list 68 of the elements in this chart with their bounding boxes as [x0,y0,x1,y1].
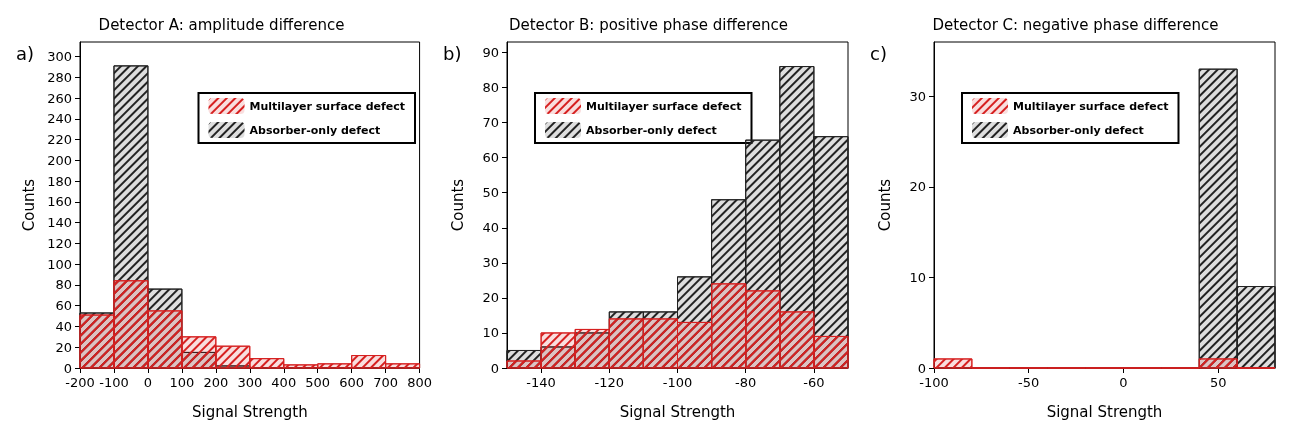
y-axis-title: Counts [875,178,894,232]
x-tick-label: 50 [1209,375,1227,390]
y-tick-label: 10 [482,325,499,341]
y-tick-label: 40 [482,220,499,236]
y-tick-label: 40 [55,318,72,334]
y-tick-label: 80 [482,80,499,96]
chart-title: Detector B: positive phase difference [508,15,789,34]
y-tick-label: 0 [63,360,72,376]
legend-label: Absorber-only defect [586,123,717,137]
y-tick-label: 70 [482,115,499,131]
x-tick-label: 400 [271,375,297,390]
x-tick-label: -100 [662,375,693,390]
x-tick-label: -120 [594,375,625,390]
x-axis-title: Signal Strength [1046,402,1163,421]
x-axis-title: Signal Strength [191,402,308,421]
text: c) [870,42,887,64]
y-tick-label: 60 [55,298,72,314]
x-tick-label: 0 [1119,375,1128,390]
legend-label: Absorber-only defect [249,123,381,137]
x-tick-label: 500 [305,375,331,390]
text: b) [443,42,462,64]
y-tick-label: 10 [909,269,926,285]
x-tick-label: -140 [526,375,556,390]
x-tick-label: 700 [373,375,399,390]
y-tick-label: 90 [482,45,499,61]
y-tick-label: 280 [47,69,72,85]
x-tick-label: 300 [237,375,263,390]
y-tick-label: 0 [917,360,926,376]
text: a) [16,42,35,64]
y-tick-label: 0 [490,360,499,376]
y-tick-label: 20 [482,290,499,306]
y-tick-label: 160 [47,194,72,210]
x-tick-label: 0 [143,375,153,390]
legend-label: Multilayer surface defect [586,99,742,113]
chart-title: Detector C: negative phase difference [932,15,1219,34]
x-tick-label: 100 [169,375,195,390]
y-tick-label: 50 [482,185,499,201]
x-tick-label: 800 [407,375,433,390]
y-tick-label: 60 [482,150,499,166]
x-tick-label: -80 [735,375,757,390]
x-tick-label: -100 [99,375,129,390]
y-tick-label: 300 [47,49,72,65]
x-tick-label: -50 [1018,375,1040,390]
x-tick-label: -200 [65,375,95,390]
legend-label: Multilayer surface defect [1013,99,1169,113]
x-tick-label: -60 [803,375,825,390]
y-tick-label: 30 [482,255,499,271]
y-tick-label: 20 [55,339,72,355]
x-tick-label: 600 [339,375,365,390]
y-tick-label: 220 [47,132,72,148]
y-axis-title: Counts [448,178,467,232]
y-tick-label: 140 [47,215,72,231]
y-axis-title: Counts [19,178,38,232]
y-tick-label: 100 [47,256,72,272]
x-tick-label: -100 [919,375,949,390]
y-tick-label: 20 [909,179,926,195]
y-tick-label: 180 [47,173,72,189]
y-tick-label: 120 [47,235,72,251]
x-tick-label: 200 [203,375,229,390]
chart-title: Detector A: amplitude difference [98,15,345,34]
x-axis-title: Signal Strength [619,402,736,421]
y-tick-label: 30 [909,88,926,104]
y-tick-label: 200 [47,152,72,168]
legend-label: Multilayer surface defect [249,99,405,113]
y-tick-label: 80 [55,277,72,293]
y-tick-label: 260 [47,90,72,106]
y-tick-label: 240 [47,111,72,127]
legend-label: Absorber-only defect [1013,123,1144,137]
